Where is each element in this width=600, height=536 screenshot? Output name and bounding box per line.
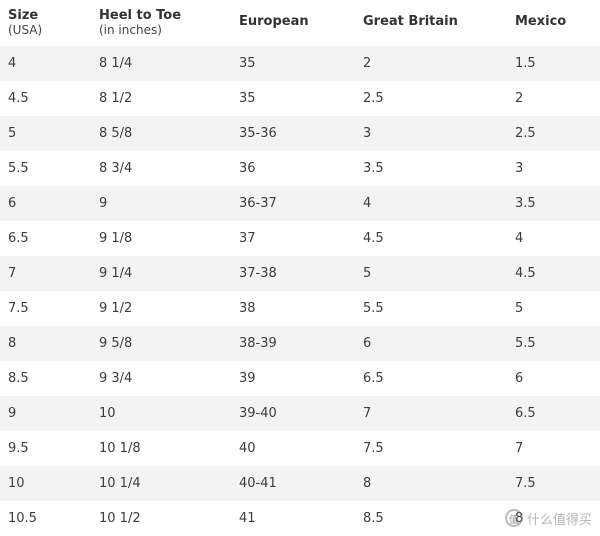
table-row: 6.5 9 1/8 37 4.5 4 [0,221,600,256]
cell-mexico: 4.5 [515,266,536,281]
header-european: European [239,14,309,29]
watermark-logo-icon: 值 [504,509,523,527]
cell-european: 35 [239,56,256,71]
watermark-text: 什么值得买 [526,512,592,528]
watermark: 值 什么值得买 [504,507,592,529]
cell-great-britain: 8 [363,476,372,491]
cell-heel-to-toe: 8 5/8 [99,126,133,141]
cell-great-britain: 7 [363,406,372,421]
cell-heel-to-toe: 8 1/2 [99,91,133,106]
cell-great-britain: 6 [363,336,372,351]
cell-great-britain: 2 [363,56,372,71]
cell-mexico: 4 [515,231,524,246]
header-size-sub: (USA) [8,23,43,37]
cell-mexico: 2.5 [515,126,536,141]
cell-mexico: 6 [515,371,524,386]
cell-european: 36-37 [239,196,277,211]
table-header: Size (USA) Heel to Toe (in inches) Europ… [0,0,600,46]
cell-heel-to-toe: 8 1/4 [99,56,133,71]
cell-great-britain: 2.5 [363,91,384,106]
cell-mexico: 5.5 [515,336,536,351]
cell-great-britain: 4 [363,196,372,211]
table-row: 5 8 5/8 35-36 3 2.5 [0,116,600,151]
cell-size-usa: 4 [8,56,17,71]
cell-size-usa: 10 [8,476,25,491]
cell-european: 38 [239,301,256,316]
cell-heel-to-toe: 9 1/2 [99,301,133,316]
cell-great-britain: 5 [363,266,372,281]
cell-size-usa: 4.5 [8,91,29,106]
cell-european: 39 [239,371,256,386]
table-row: 10 10 1/4 40-41 8 7.5 [0,466,600,501]
cell-mexico: 6.5 [515,406,536,421]
cell-heel-to-toe: 10 1/8 [99,441,141,456]
cell-size-usa: 6.5 [8,231,29,246]
cell-heel-to-toe: 9 [99,196,108,211]
table-row: 5.5 8 3/4 36 3.5 3 [0,151,600,186]
cell-european: 35 [239,91,256,106]
table-row: 9 10 39-40 7 6.5 [0,396,600,431]
header-size: Size (USA) [8,8,42,37]
table-row: 7 9 1/4 37-38 5 4.5 [0,256,600,291]
header-heel-title: Heel to Toe [99,8,182,23]
cell-great-britain: 7.5 [363,441,384,456]
cell-mexico: 1.5 [515,56,536,71]
table-row: 10.5 10 1/2 41 8.5 8 [0,501,600,536]
cell-european: 41 [239,511,256,526]
cell-great-britain: 6.5 [363,371,384,386]
cell-heel-to-toe: 9 1/4 [99,266,133,281]
header-size-title: Size [8,8,39,23]
cell-great-britain: 8.5 [363,511,384,526]
cell-heel-to-toe: 10 1/4 [99,476,141,491]
cell-size-usa: 5.5 [8,161,29,176]
cell-heel-to-toe: 8 3/4 [99,161,133,176]
cell-mexico: 3 [515,161,524,176]
cell-european: 40 [239,441,256,456]
cell-european: 35-36 [239,126,277,141]
header-mexico: Mexico [515,14,567,29]
cell-great-britain: 5.5 [363,301,384,316]
cell-size-usa: 9.5 [8,441,29,456]
cell-mexico: 2 [515,91,524,106]
cell-european: 38-39 [239,336,277,351]
cell-european: 39-40 [239,406,277,421]
cell-heel-to-toe: 9 1/8 [99,231,133,246]
cell-heel-to-toe: 10 1/2 [99,511,141,526]
cell-size-usa: 8 [8,336,17,351]
table-row: 4 8 1/4 35 2 1.5 [0,46,600,81]
cell-mexico: 3.5 [515,196,536,211]
cell-mexico: 7.5 [515,476,536,491]
table-row: 7.5 9 1/2 38 5.5 5 [0,291,600,326]
cell-european: 40-41 [239,476,277,491]
cell-heel-to-toe: 9 5/8 [99,336,133,351]
table-row: 8.5 9 3/4 39 6.5 6 [0,361,600,396]
cell-size-usa: 9 [8,406,17,421]
cell-mexico: 7 [515,441,524,456]
cell-heel-to-toe: 10 [99,406,116,421]
table-row: 4.5 8 1/2 35 2.5 2 [0,81,600,116]
cell-size-usa: 8.5 [8,371,29,386]
cell-european: 37 [239,231,256,246]
cell-mexico: 5 [515,301,524,316]
cell-great-britain: 4.5 [363,231,384,246]
cell-size-usa: 5 [8,126,17,141]
header-great-britain: Great Britain [363,14,458,29]
cell-great-britain: 3.5 [363,161,384,176]
cell-heel-to-toe: 9 3/4 [99,371,133,386]
table-row: 8 9 5/8 38-39 6 5.5 [0,326,600,361]
table-row: 6 9 36-37 4 3.5 [0,186,600,221]
cell-european: 36 [239,161,256,176]
cell-size-usa: 6 [8,196,17,211]
header-heel-to-toe: Heel to Toe (in inches) [99,8,181,37]
cell-european: 37-38 [239,266,277,281]
cell-size-usa: 7 [8,266,17,281]
header-heel-sub: (in inches) [99,23,162,37]
table-row: 9.5 10 1/8 40 7.5 7 [0,431,600,466]
cell-size-usa: 10.5 [8,511,37,526]
cell-great-britain: 3 [363,126,372,141]
cell-size-usa: 7.5 [8,301,29,316]
